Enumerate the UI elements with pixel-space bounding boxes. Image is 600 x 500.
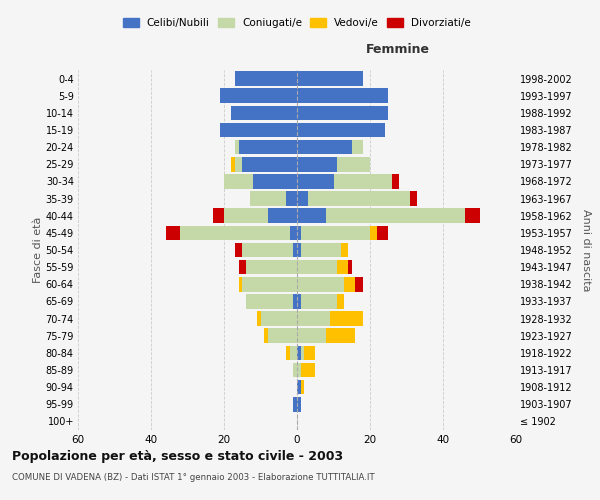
Bar bbox=[235, 140, 239, 154]
Bar bbox=[268, 208, 297, 223]
Bar bbox=[301, 294, 337, 308]
Bar bbox=[297, 192, 308, 206]
Bar bbox=[235, 242, 242, 258]
Bar bbox=[166, 226, 180, 240]
Bar bbox=[410, 192, 418, 206]
Bar bbox=[293, 362, 297, 378]
Bar bbox=[465, 208, 479, 223]
Bar bbox=[297, 397, 301, 411]
Bar bbox=[341, 242, 348, 258]
Bar bbox=[220, 122, 297, 138]
Bar bbox=[293, 242, 297, 258]
Bar bbox=[293, 397, 297, 411]
Text: Popolazione per età, sesso e stato civile - 2003: Popolazione per età, sesso e stato civil… bbox=[12, 450, 343, 463]
Bar bbox=[264, 328, 268, 343]
Bar bbox=[297, 380, 301, 394]
Bar bbox=[297, 328, 326, 343]
Bar bbox=[220, 88, 297, 103]
Bar bbox=[330, 312, 363, 326]
Bar bbox=[260, 312, 297, 326]
Bar bbox=[326, 328, 355, 343]
Bar bbox=[253, 174, 297, 188]
Bar bbox=[297, 72, 362, 86]
Bar bbox=[232, 157, 235, 172]
Bar bbox=[242, 242, 293, 258]
Y-axis label: Anni di nascita: Anni di nascita bbox=[581, 209, 592, 291]
Bar bbox=[326, 208, 465, 223]
Bar bbox=[297, 174, 334, 188]
Bar bbox=[297, 312, 330, 326]
Text: COMUNE DI VADENA (BZ) - Dati ISTAT 1° gennaio 2003 - Elaborazione TUTTITALIA.IT: COMUNE DI VADENA (BZ) - Dati ISTAT 1° ge… bbox=[12, 472, 374, 482]
Bar bbox=[224, 174, 253, 188]
Bar bbox=[180, 226, 290, 240]
Bar bbox=[250, 192, 286, 206]
Bar bbox=[297, 88, 388, 103]
Bar bbox=[297, 157, 337, 172]
Bar bbox=[337, 157, 370, 172]
Bar bbox=[213, 208, 224, 223]
Bar bbox=[235, 157, 242, 172]
Bar bbox=[239, 140, 297, 154]
Bar bbox=[246, 260, 297, 274]
Bar bbox=[268, 328, 297, 343]
Bar bbox=[297, 346, 301, 360]
Bar bbox=[301, 242, 341, 258]
Bar bbox=[370, 226, 377, 240]
Bar bbox=[301, 362, 315, 378]
Bar bbox=[344, 277, 355, 291]
Bar bbox=[235, 72, 297, 86]
Bar bbox=[297, 294, 301, 308]
Bar bbox=[297, 260, 337, 274]
Bar bbox=[304, 346, 315, 360]
Bar bbox=[301, 346, 304, 360]
Bar bbox=[337, 260, 348, 274]
Bar bbox=[286, 192, 297, 206]
Bar bbox=[257, 312, 260, 326]
Bar bbox=[297, 242, 301, 258]
Bar bbox=[297, 122, 385, 138]
Bar bbox=[232, 106, 297, 120]
Bar bbox=[290, 226, 297, 240]
Bar bbox=[293, 294, 297, 308]
Bar bbox=[301, 226, 370, 240]
Bar bbox=[377, 226, 388, 240]
Bar bbox=[297, 106, 388, 120]
Bar bbox=[297, 362, 301, 378]
Legend: Celibi/Nubili, Coniugati/e, Vedovi/e, Divorziati/e: Celibi/Nubili, Coniugati/e, Vedovi/e, Di… bbox=[123, 18, 471, 28]
Bar bbox=[308, 192, 410, 206]
Bar bbox=[348, 260, 352, 274]
Bar bbox=[239, 277, 242, 291]
Bar bbox=[242, 157, 297, 172]
Bar bbox=[297, 226, 301, 240]
Bar bbox=[297, 277, 344, 291]
Bar bbox=[286, 346, 290, 360]
Bar bbox=[392, 174, 399, 188]
Bar bbox=[246, 294, 293, 308]
Bar bbox=[337, 294, 344, 308]
Y-axis label: Fasce di età: Fasce di età bbox=[32, 217, 43, 283]
Bar bbox=[352, 140, 362, 154]
Bar bbox=[301, 380, 304, 394]
Bar bbox=[242, 277, 297, 291]
Bar bbox=[239, 260, 246, 274]
Bar bbox=[334, 174, 392, 188]
Bar bbox=[297, 208, 326, 223]
Bar bbox=[224, 208, 268, 223]
Bar bbox=[290, 346, 297, 360]
Text: Femmine: Femmine bbox=[366, 42, 430, 56]
Bar bbox=[355, 277, 362, 291]
Bar bbox=[297, 140, 352, 154]
